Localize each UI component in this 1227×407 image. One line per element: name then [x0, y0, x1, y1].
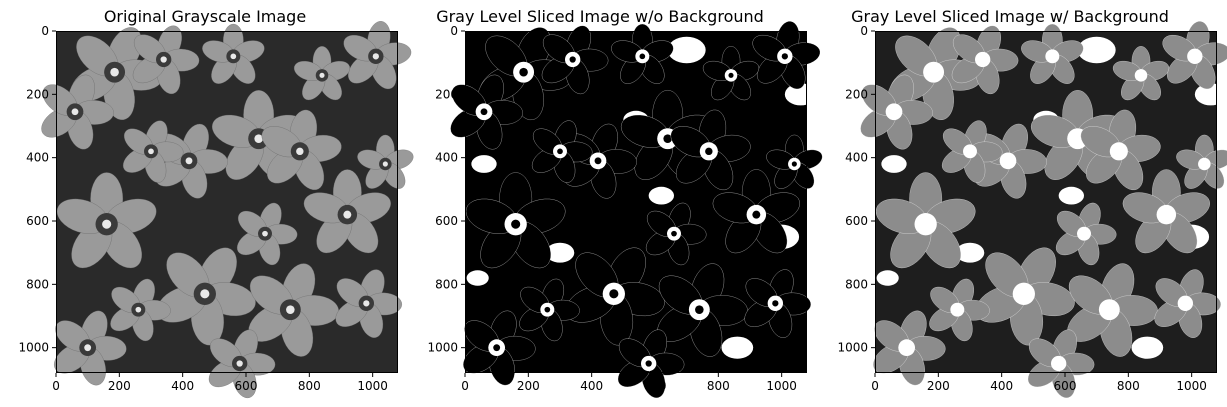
y-tick-label: 200: [435, 87, 458, 101]
x-tick-label: 600: [235, 379, 258, 393]
y-tick-label: 0: [41, 24, 49, 38]
x-tick-label: 400: [990, 379, 1013, 393]
y-tick-label: 600: [435, 214, 458, 228]
y-tick-label: 0: [860, 24, 868, 38]
x-tick-label: 0: [871, 379, 879, 393]
x-tick-label: 200: [927, 379, 950, 393]
x-tick-label: 200: [517, 379, 540, 393]
panel-title: Gray Level Sliced Image w/ Background: [851, 7, 1169, 26]
y-tick-label: 800: [26, 277, 49, 291]
x-tick-label: 400: [580, 379, 603, 393]
panel-sliced-with-bg: Gray Level Sliced Image w/ Background: [820, 0, 1200, 407]
y-tick-label: 600: [26, 214, 49, 228]
y-tick-label: 1000: [427, 341, 458, 355]
y-tick-label: 1000: [18, 341, 49, 355]
image-content: [450, 21, 823, 399]
x-tick-label: 1000: [766, 379, 797, 393]
x-tick-label: 1000: [357, 379, 388, 393]
y-tick-label: 400: [845, 151, 868, 165]
plot-original: 0 200 400 600 800 1000 0 200 400 600 800 1000: [18, 21, 414, 399]
y-tick-label: 600: [845, 214, 868, 228]
x-tick-label: 400: [171, 379, 194, 393]
image-content: [41, 21, 414, 399]
x-tick-label: 600: [644, 379, 667, 393]
y-tick-label: 200: [845, 87, 868, 101]
y-tick-label: 800: [435, 277, 458, 291]
y-tick-label: 1000: [837, 341, 868, 355]
plot-sliced-no-bg: 0 200 400 600 800 1000 0 200 400 600 800 1000: [427, 21, 823, 399]
y-tick-label: 0: [450, 24, 458, 38]
image-content: [860, 21, 1227, 399]
panel-sliced-no-bg: Gray Level Sliced Image w/o Background: [410, 0, 790, 407]
y-tick-label: 400: [435, 151, 458, 165]
panel-title: Original Grayscale Image: [103, 7, 307, 26]
x-tick-label: 1000: [1176, 379, 1207, 393]
image-axes: 0 200 400 600 800 1000 0 200 400 600 800 1000: [18, 21, 414, 399]
x-tick-label: 800: [298, 379, 321, 393]
x-tick-label: 800: [1117, 379, 1140, 393]
image-axes: 0 200 400 600 800 1000 0 200 400 600 800 1000: [837, 21, 1227, 399]
x-tick-label: 0: [52, 379, 60, 393]
panel-original: Original Grayscale Image: [0, 0, 380, 407]
x-tick-label: 200: [108, 379, 131, 393]
y-tick-label: 200: [26, 87, 49, 101]
y-tick-label: 800: [845, 277, 868, 291]
panel-title: Gray Level Sliced Image w/o Background: [436, 7, 764, 26]
x-tick-label: 600: [1054, 379, 1077, 393]
y-tick-label: 400: [26, 151, 49, 165]
x-tick-label: 0: [461, 379, 469, 393]
image-axes: 0 200 400 600 800 1000 0 200 400 600 800 1000: [427, 21, 823, 399]
plot-sliced-with-bg: 0 200 400 600 800 1000 0 200 400 600 800 1000: [837, 21, 1227, 399]
x-tick-label: 800: [707, 379, 730, 393]
